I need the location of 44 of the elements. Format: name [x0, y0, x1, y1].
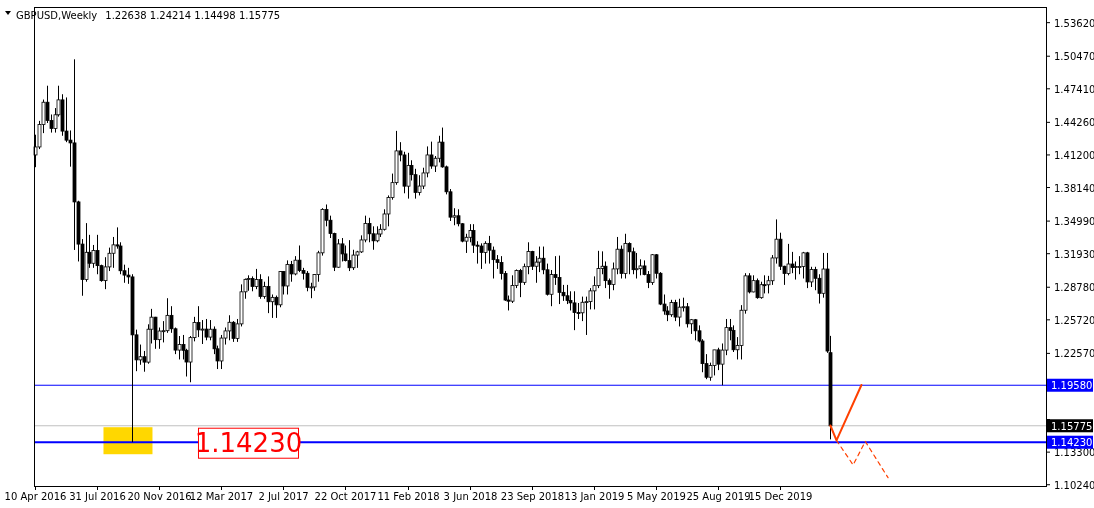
y-tick-label: 1.10240	[1054, 479, 1094, 491]
ref-line-label: 1.19580	[1051, 380, 1093, 392]
y-tick-label: 1.44260	[1054, 117, 1094, 129]
candlestick	[793, 260, 798, 281]
x-tick-label: 25 Aug 2019	[686, 491, 751, 502]
candlestick	[285, 259, 290, 295]
y-tick-label: 1.53620	[1054, 17, 1094, 29]
candlestick	[483, 240, 488, 265]
x-tick-label: 20 Nov 2016	[127, 491, 192, 502]
candlestick	[479, 242, 484, 270]
candlestick	[429, 141, 434, 170]
y-tick-label: 1.47410	[1054, 83, 1094, 95]
y-tick-label: 1.50470	[1054, 51, 1094, 63]
chart-subtitle: 1.22638 1.24214 1.14498 1.15775	[105, 10, 281, 21]
candlestick	[797, 255, 802, 275]
x-tick-label: 3 Jun 2018	[443, 491, 498, 502]
y-tick-label: 1.31930	[1054, 248, 1094, 260]
ref-line-label: 1.15775	[1051, 420, 1093, 432]
candlestick	[627, 241, 632, 275]
candlestick	[204, 318, 209, 341]
y-tick-label: 1.25720	[1054, 314, 1094, 326]
y-tick-label: 1.34990	[1054, 216, 1094, 228]
y-tick-label: 1.13300	[1054, 447, 1094, 459]
y-tick-label: 1.38140	[1054, 182, 1094, 194]
candlestick	[518, 268, 523, 298]
candlestick	[801, 251, 806, 280]
y-tick-label: 1.22570	[1054, 348, 1094, 360]
x-tick-label: 15 Dec 2019	[748, 491, 813, 502]
x-tick-label: 11 Feb 2018	[377, 491, 440, 502]
ref-line-label: 1.14230	[1051, 437, 1093, 449]
y-tick-label: 1.41200	[1054, 149, 1094, 161]
x-tick-label: 5 May 2019	[627, 491, 686, 502]
x-tick-label: 13 Jan 2019	[564, 491, 625, 502]
x-tick-label: 2 Jul 2017	[258, 491, 309, 502]
x-tick-label: 23 Sep 2018	[500, 491, 565, 502]
x-tick-label: 10 Apr 2016	[4, 491, 67, 502]
y-tick-label: 1.28780	[1054, 282, 1094, 294]
x-tick-label: 22 Oct 2017	[314, 491, 377, 502]
candlestick	[227, 314, 232, 341]
x-tick-label: 31 Jul 2016	[69, 491, 126, 502]
candlestick	[685, 302, 690, 329]
candlestick	[716, 347, 721, 371]
candlestick	[289, 260, 294, 283]
candlestick	[786, 243, 791, 276]
